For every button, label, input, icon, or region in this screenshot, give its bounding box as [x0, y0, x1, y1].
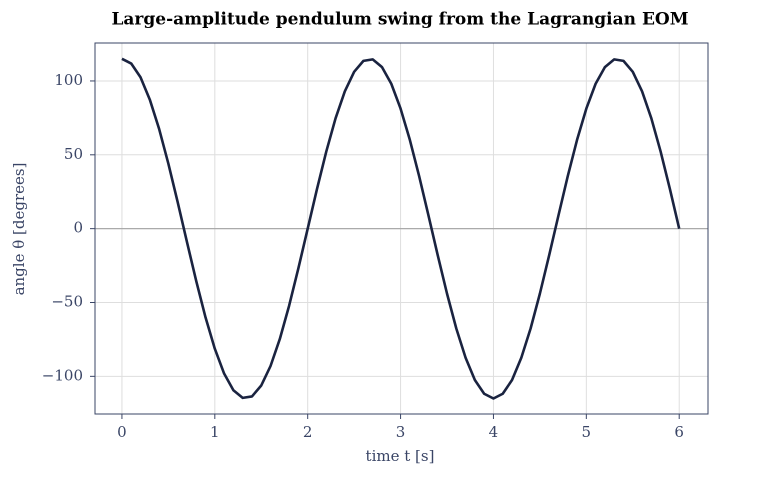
x-axis-label: time t [s] [366, 447, 435, 465]
x-tick-label: 3 [396, 423, 406, 441]
y-tick-label: 0 [73, 219, 83, 237]
x-tick-label: 1 [210, 423, 220, 441]
y-axis-label: angle θ [degrees] [10, 163, 28, 296]
x-tick-label: 6 [674, 423, 684, 441]
x-tick-label: 4 [489, 423, 499, 441]
plot-frame [94, 42, 709, 415]
chart-title: Large-amplitude pendulum swing from the … [111, 10, 688, 30]
y-tick-label: 50 [64, 145, 83, 163]
x-tick-label: 2 [303, 423, 313, 441]
x-tick-label: 5 [582, 423, 592, 441]
y-tick-label: −50 [51, 292, 83, 310]
x-tick-label: 0 [117, 423, 127, 441]
y-tick-label: 100 [54, 71, 83, 89]
y-tick-label: −100 [42, 366, 83, 384]
data-line [121, 57, 681, 400]
